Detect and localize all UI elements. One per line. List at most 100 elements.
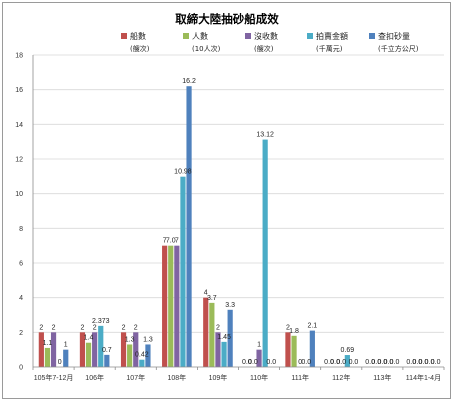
bar — [63, 349, 69, 367]
data-label: 2.1 — [307, 323, 317, 330]
bar — [291, 335, 297, 367]
legend-label: 拍賣金額 — [316, 31, 348, 41]
bars — [38, 86, 350, 367]
x-axis: 105年7-12月 106年 107年 108年 109年 110年 111年 112年 113… — [32, 366, 445, 382]
y-tick-label: 0 — [19, 365, 23, 372]
legend-swatch — [183, 33, 189, 39]
legend-swatch — [369, 33, 375, 39]
data-label: 1.4 — [84, 335, 94, 342]
data-label: 2 — [286, 324, 290, 331]
bar — [104, 354, 110, 367]
data-label: 2 — [93, 324, 97, 331]
legend-label: 船數 — [130, 31, 146, 41]
legend-unit: (千立方公尺) — [378, 44, 419, 53]
x-tick-label: 110年 — [250, 373, 268, 382]
legend-swatch — [245, 33, 251, 39]
legend-unit: (10人次) — [192, 44, 221, 53]
data-label: 10.98 — [174, 169, 192, 176]
bar — [174, 245, 180, 367]
bar — [44, 347, 51, 367]
data-label: 0.0 — [336, 359, 346, 366]
bar — [85, 342, 92, 367]
data-label: 1.3 — [143, 336, 153, 343]
data-label: 7 — [175, 238, 179, 245]
data-label: 0.0 — [248, 359, 258, 366]
bar — [162, 245, 168, 367]
bar — [50, 332, 57, 367]
x-tick-label: 114年1-4月 — [406, 373, 441, 382]
y-tick-label: 12 — [15, 157, 23, 164]
bar — [127, 344, 133, 367]
x-tick-label: 109年 — [209, 373, 228, 382]
data-label: 0.0 — [349, 359, 359, 366]
data-label: 0.0 — [242, 359, 252, 366]
data-label: 7 — [163, 238, 167, 245]
legend-swatch — [121, 33, 127, 39]
x-tick-label: 112年 — [332, 373, 350, 382]
x-tick-label: 108年 — [168, 373, 187, 382]
legend-unit: (千萬元) — [316, 44, 343, 53]
data-label: 7.0 — [166, 238, 176, 245]
bar — [120, 332, 127, 367]
legend-swatch — [307, 33, 313, 39]
chart-frame: 取締大陸抽砂船成效 船數 (艘次) 人數 (10人次) 沒收數 (艘次) 拍賣金額 (千萬元)… — [2, 2, 451, 399]
y-tick-label: 4 — [19, 295, 23, 302]
data-label: 0.0 — [266, 359, 276, 366]
data-label: 16.2 — [182, 78, 196, 85]
y-tick-label: 6 — [19, 261, 23, 268]
bar — [221, 341, 227, 367]
data-label: 2 — [134, 324, 138, 331]
bar — [203, 297, 209, 367]
y-tick-label: 16 — [15, 87, 23, 94]
data-label: 2 — [216, 324, 220, 331]
data-label: 1.45 — [217, 334, 231, 341]
x-tick-label: 106年 — [85, 373, 104, 382]
x-tick-label: 107年 — [126, 373, 145, 382]
data-label: 0.0 — [371, 359, 381, 366]
data-label: 4 — [204, 290, 208, 297]
data-label: 3.7 — [207, 295, 217, 302]
y-axis: 0 2 4 6 8 10 12 14 16 18 — [15, 53, 34, 372]
bar — [209, 302, 215, 367]
x-tick-label: 111年 — [291, 373, 309, 382]
data-label: 0.42 — [135, 352, 149, 359]
bar — [98, 325, 104, 367]
bar — [92, 332, 98, 367]
data-label: 0.0 — [301, 359, 311, 366]
data-label: 2 — [80, 324, 84, 331]
y-tick-label: 2 — [19, 330, 23, 337]
chart-title: 取締大陸抽砂船成效 — [175, 12, 279, 26]
y-tick-label: 8 — [19, 226, 23, 233]
bar — [262, 139, 268, 367]
data-label: 1.8 — [289, 328, 299, 335]
data-label: 2.373 — [92, 318, 110, 325]
legend-label: 查扣砂量 — [378, 31, 410, 41]
data-label: 2 — [39, 324, 43, 331]
bar — [180, 176, 186, 367]
bar — [285, 332, 291, 367]
bar — [186, 86, 192, 367]
data-label: 1.3 — [125, 336, 135, 343]
legend-unit: (艘次) — [130, 44, 150, 53]
x-tick-label: 113年 — [373, 373, 391, 382]
data-label: 13.12 — [256, 132, 274, 139]
legend-unit: (艘次) — [254, 44, 274, 53]
bar — [168, 245, 174, 367]
gridlines — [33, 54, 444, 333]
legend-label: 人數 — [192, 31, 208, 41]
y-tick-label: 14 — [15, 122, 23, 129]
legend-label: 沒收數 — [254, 31, 278, 41]
data-label: 0 — [298, 359, 302, 366]
data-label: 0.0 — [365, 359, 375, 366]
data-label: 0.0 — [431, 359, 441, 366]
bar — [139, 359, 145, 367]
bar — [256, 349, 262, 367]
data-label: 2 — [122, 324, 126, 331]
data-label: 0.7 — [102, 347, 112, 354]
chart-legend: 船數 (艘次) 人數 (10人次) 沒收數 (艘次) 拍賣金額 (千萬元) 查扣砂量 (千立方公尺… — [121, 31, 419, 53]
data-label: 0.0 — [377, 359, 387, 366]
data-label: 3.3 — [225, 302, 235, 309]
bar — [145, 344, 151, 367]
data-label: 2 — [52, 324, 56, 331]
